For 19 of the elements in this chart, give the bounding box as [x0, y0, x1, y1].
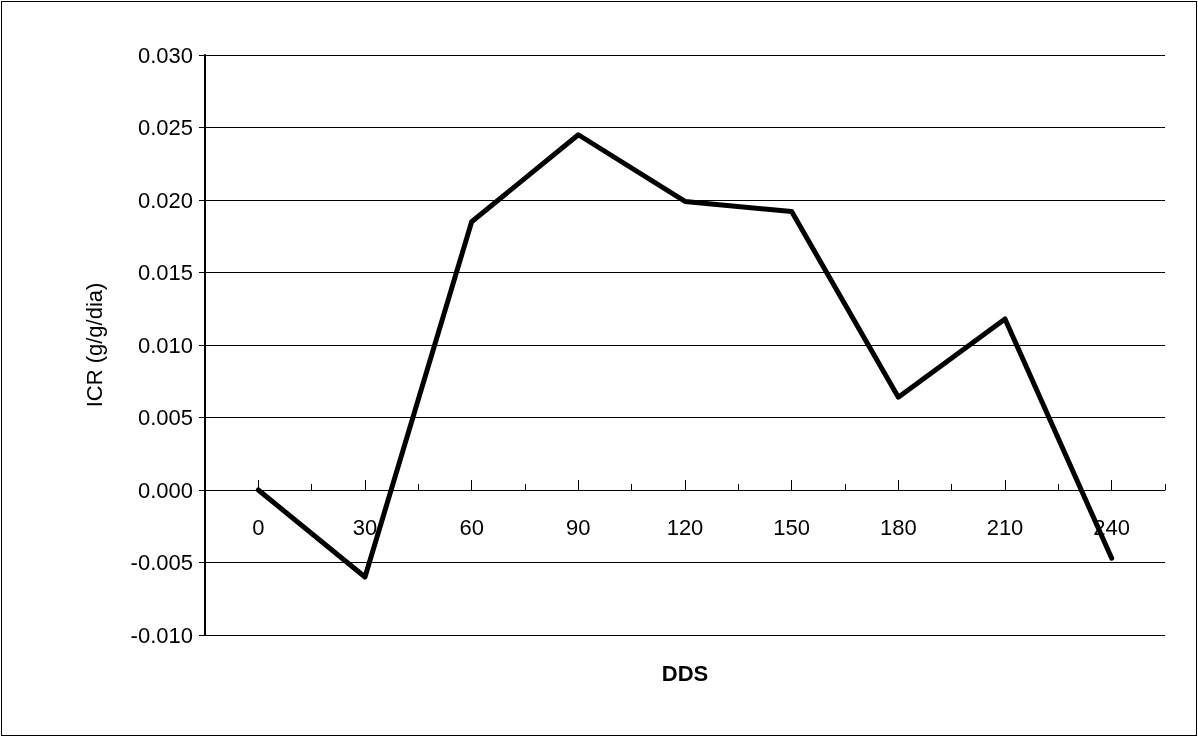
x-tick-label: 120 [666, 514, 704, 540]
y-tick-label: 0.020 [137, 187, 193, 213]
y-tick-label: 0.005 [137, 405, 193, 430]
y-tick-label: -0.010 [130, 622, 193, 648]
x-tick-label: 210 [986, 514, 1024, 540]
y-tick-label: 0.000 [137, 477, 193, 503]
x-tick-label: 60 [459, 514, 484, 540]
y-axis-title: ICR (g/g/dia) [81, 282, 107, 408]
y-tick-label: 0.025 [137, 115, 193, 140]
x-tick-label: 180 [879, 514, 917, 540]
x-axis-title: DDS [661, 660, 709, 686]
x-tick-label: 0 [252, 514, 265, 540]
y-tick-label: -0.005 [130, 550, 193, 575]
y-tick-label: 0.030 [137, 42, 193, 68]
x-tick-label: 30 [352, 514, 378, 540]
x-tick-label: 150 [773, 514, 811, 540]
x-tick-label: 90 [566, 514, 591, 540]
y-tick-label: 0.010 [137, 332, 193, 358]
y-tick-label: 0.015 [137, 260, 193, 285]
